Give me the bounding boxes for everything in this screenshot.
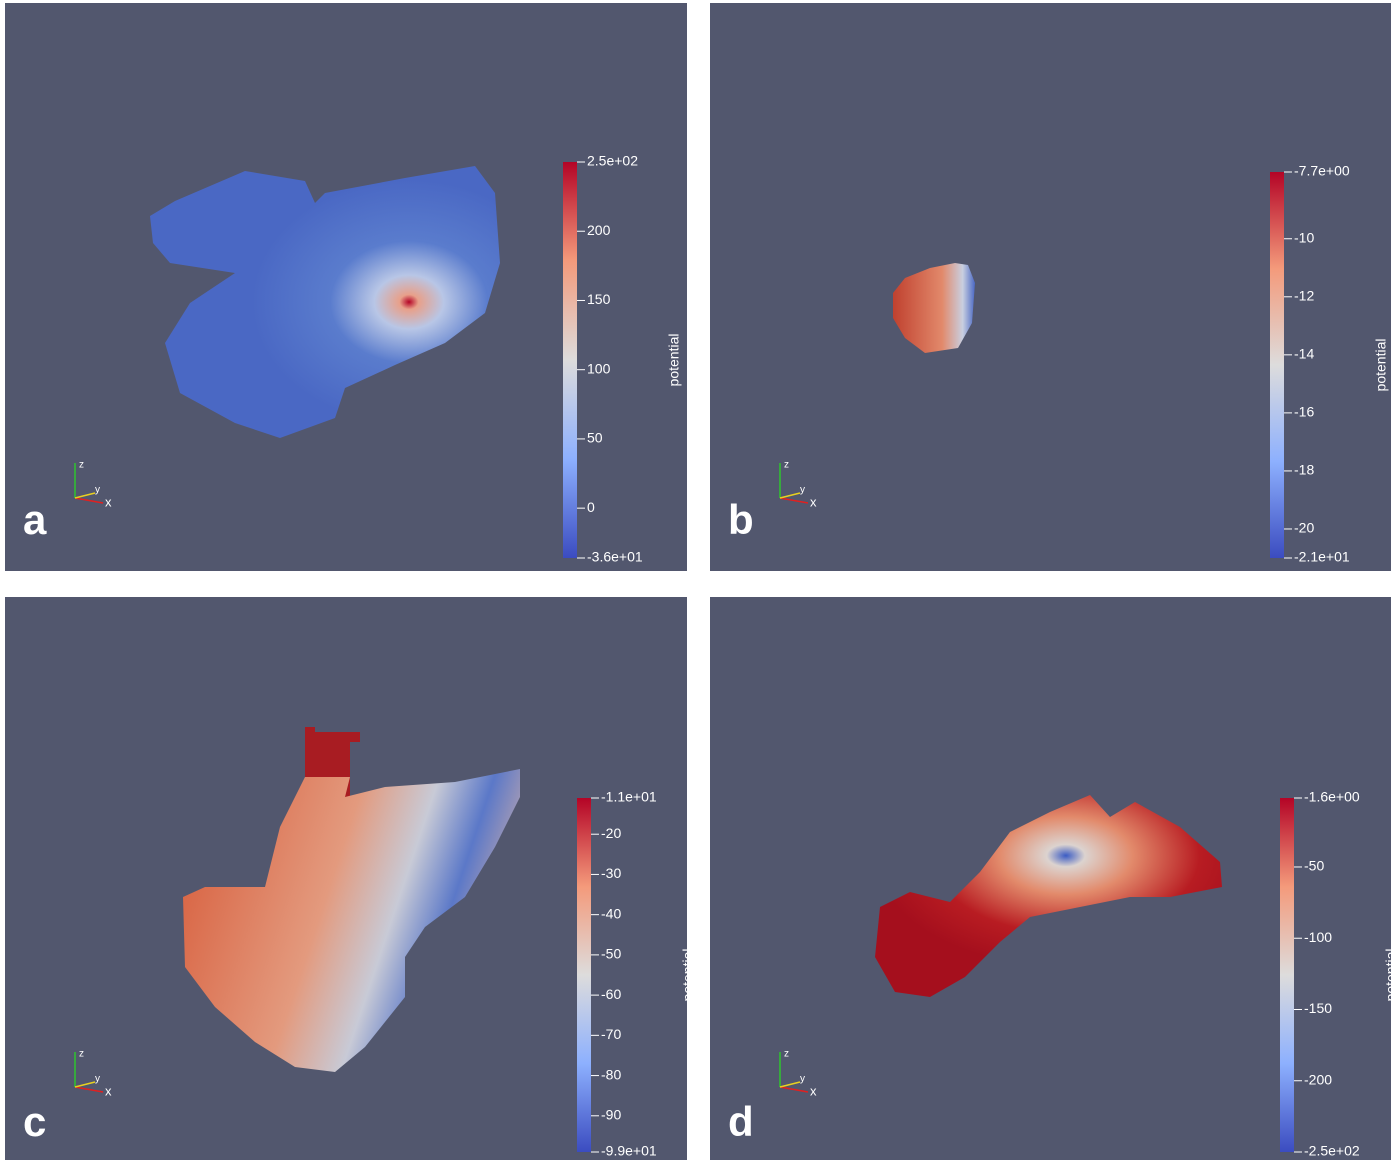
colorbar-tick-label: -100 (1304, 929, 1332, 945)
colorbar-tick-label: -3.6e+01 (587, 549, 643, 565)
colorbar-tick-label: 50 (587, 430, 603, 446)
colorbar-tick-label: 0 (587, 499, 595, 515)
colorbar-tick-label: 200 (587, 222, 611, 238)
colorbar-tick-label: -2.5e+02 (1304, 1143, 1360, 1159)
triad-axis (74, 1086, 104, 1093)
colorbar-tick-label: -12 (1294, 288, 1314, 304)
colorbar-tick-label: -20 (601, 825, 621, 841)
colorbar-title: potential (1373, 339, 1389, 392)
triad-label: y (95, 485, 100, 496)
panel-d (710, 597, 1391, 1160)
triad-axis (779, 492, 801, 499)
triad-axis (779, 497, 809, 504)
panel-overlay: b z yx -7.7e+00 -10 -12 -14 -16 -18 -20 -2.1e+01 po… (728, 163, 1389, 565)
triad-label: x (105, 494, 112, 509)
panel-label: d (728, 1098, 754, 1145)
triad-label: y (800, 1074, 805, 1085)
colorbar-title: potential (680, 949, 696, 1002)
surface (893, 263, 975, 353)
panel-b (710, 3, 1391, 571)
colorbar-title: potential (1383, 949, 1399, 1002)
surface (875, 795, 1222, 997)
colorbar-tick-label: -7.7e+00 (1294, 163, 1350, 179)
colorbar-tick-label: -1.6e+00 (1304, 789, 1360, 805)
surface (150, 166, 500, 438)
triad-label: x (105, 1083, 112, 1098)
triad-label: z (79, 460, 84, 471)
colorbar-tick-label: -60 (601, 986, 621, 1002)
panel-label: b (728, 496, 754, 543)
colorbar-tick-label: -50 (1304, 858, 1324, 874)
colorbar-tick-label: -20 (1294, 520, 1314, 536)
surface (183, 769, 520, 1072)
colorbar-tick-label: -150 (1304, 1000, 1332, 1016)
colorbar-tick-label: -40 (601, 905, 621, 921)
colorbar (563, 162, 577, 558)
triad-label: x (810, 494, 817, 509)
triad-axis (74, 1081, 96, 1088)
triad-axis (779, 1086, 809, 1093)
triad-axis (74, 497, 104, 504)
colorbar-tick-label: -90 (601, 1106, 621, 1122)
colorbar-tick-label: -80 (601, 1066, 621, 1082)
triad-axis (779, 1081, 801, 1088)
colorbar-tick-label: -16 (1294, 404, 1314, 420)
colorbar (1280, 798, 1294, 1152)
panel-label: c (23, 1098, 46, 1145)
colorbar-tick-label: -2.1e+01 (1294, 549, 1350, 565)
colorbar-tick-label: 2.5e+02 (587, 153, 638, 169)
panel-label: a (23, 496, 47, 543)
viewport (710, 3, 1391, 571)
panel-overlay: d z yx -1.6e+00 -50 -100 -150 -200 -2.5e+02 poten… (728, 789, 1399, 1159)
colorbar-tick-label: -14 (1294, 346, 1314, 362)
colorbar-tick-label: -10 (1294, 229, 1314, 245)
colorbar-tick-label: -70 (601, 1026, 621, 1042)
triad-axis (74, 492, 96, 499)
panel-a (5, 3, 687, 571)
colorbar-tick-label: 150 (587, 291, 611, 307)
panel-overlay: c z yx -1.1e+01 -20 -30 -40 -50 -60 -70 -80 -90 -9.9… (23, 789, 696, 1159)
colorbar (577, 798, 591, 1152)
triad-label: z (784, 1049, 789, 1060)
colorbar (1270, 172, 1284, 558)
colorbar-tick-label: -9.9e+01 (601, 1143, 657, 1159)
panel-overlay: a z yx 2.5e+02 200 150 100 50 0 -3.6e+01 potential (23, 153, 682, 565)
triad-label: y (95, 1074, 100, 1085)
colorbar-tick-label: -1.1e+01 (601, 789, 657, 805)
panel-c (5, 597, 687, 1160)
triad-label: z (79, 1049, 84, 1060)
colorbar-tick-label: 100 (587, 360, 611, 376)
colorbar-tick-label: -200 (1304, 1071, 1332, 1087)
triad-label: x (810, 1083, 817, 1098)
triad-label: z (784, 460, 789, 471)
triad-label: y (800, 485, 805, 496)
colorbar-tick-label: -30 (601, 865, 621, 881)
colorbar-tick-label: -18 (1294, 462, 1314, 478)
colorbar-tick-label: -50 (601, 946, 621, 962)
colorbar-title: potential (666, 334, 682, 387)
